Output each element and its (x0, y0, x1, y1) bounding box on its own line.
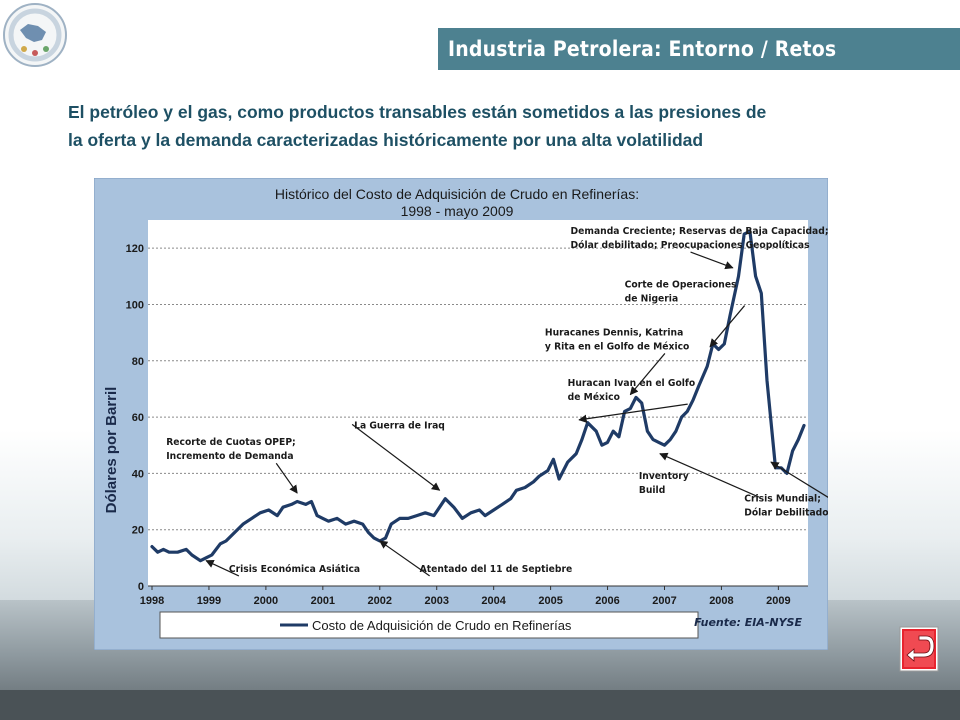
x-tick-label: 2008 (709, 595, 733, 607)
annotation-arrow (659, 452, 760, 498)
annotation-arrow (379, 540, 430, 577)
annotation-label: de Nigeria (625, 293, 679, 304)
x-tick-label: 2006 (595, 595, 619, 607)
chart-subtitle: 1998 - mayo 2009 (401, 203, 514, 219)
annotation-arrow (770, 461, 828, 498)
intro-text: El petróleo y el gas, como productos tra… (68, 98, 928, 154)
y-tick-label: 100 (126, 299, 144, 311)
annotation-label: Demanda Creciente; Reservas de Baja Capa… (571, 226, 828, 237)
x-tick-label: 1999 (197, 595, 221, 607)
annotation-label: Corte de Operaciones (625, 279, 737, 290)
return-button[interactable] (899, 626, 939, 672)
annotation-label: Crisis Mundial; (744, 493, 821, 504)
annotation-arrow (709, 305, 746, 348)
annotation-arrow (578, 403, 688, 423)
annotation-label: Dólar Debilitado (744, 506, 828, 518)
intro-line-2: la oferta y la demanda caracterizadas hi… (68, 130, 704, 150)
x-tick-label: 2007 (652, 595, 676, 607)
annotation-label: Recorte de Cuotas OPEP; (166, 437, 295, 448)
annotation-label: y Rita en el Golfo de México (545, 340, 690, 352)
annotation-label: Dólar debilitado; Preocupaciones Geopolí… (571, 239, 810, 251)
legend-box (159, 611, 699, 639)
annotation-label: Huracan Ivan en el Golfo (568, 378, 696, 389)
annotation-arrow (351, 423, 441, 491)
y-tick-label: 120 (126, 243, 144, 255)
y-axis-label: Dólares por Barril (103, 387, 120, 514)
y-tick-label: 0 (138, 581, 144, 593)
annotation-label: Build (639, 485, 666, 496)
background-horizon (0, 690, 960, 720)
x-tick-label: 2005 (538, 595, 562, 607)
seal-logo-icon (3, 3, 67, 67)
annotation-label: Atentado del 11 de Septiebre (420, 564, 573, 575)
x-tick-label: 2009 (766, 595, 790, 607)
y-tick-label: 80 (132, 356, 144, 368)
x-tick-label: 2004 (481, 595, 506, 607)
annotation-arrow (205, 560, 240, 577)
x-tick-label: 2001 (311, 595, 335, 607)
chart-source: Fuente: EIA-NYSE (694, 616, 802, 629)
x-tick-label: 2000 (254, 595, 278, 607)
annotation-label: Huracanes Dennis, Katrina (545, 327, 683, 338)
annotation-label: Inventory (639, 471, 690, 482)
annotation-label: Incremento de Demanda (166, 451, 293, 462)
y-tick-label: 20 (132, 525, 144, 537)
x-tick-label: 2002 (368, 595, 392, 607)
chart-title: Histórico del Costo de Adquisición de Cr… (275, 186, 639, 202)
annotation-label: La Guerra de Iraq (354, 420, 445, 431)
x-tick-label: 2003 (424, 595, 448, 607)
intro-line-1: El petróleo y el gas, como productos tra… (68, 102, 767, 122)
plot-area (148, 220, 808, 586)
annotation-label: Crisis Económica Asiática (229, 563, 360, 575)
y-tick-label: 40 (132, 468, 144, 480)
annotation-label: de México (568, 391, 621, 403)
legend-label: Costo de Adquisición de Crudo en Refiner… (312, 618, 572, 633)
annotation-arrow (690, 251, 734, 270)
series-line (150, 229, 806, 563)
page-title: Industria Petrolera: Entorno / Retos (438, 28, 960, 70)
y-tick-label: 60 (132, 412, 144, 424)
x-tick-label: 1998 (140, 595, 164, 607)
annotation-arrow (629, 353, 666, 396)
oil-price-chart: Histórico del Costo de Adquisición de Cr… (94, 178, 828, 650)
annotation-arrow (275, 462, 298, 494)
return-arrow-icon (906, 635, 935, 662)
